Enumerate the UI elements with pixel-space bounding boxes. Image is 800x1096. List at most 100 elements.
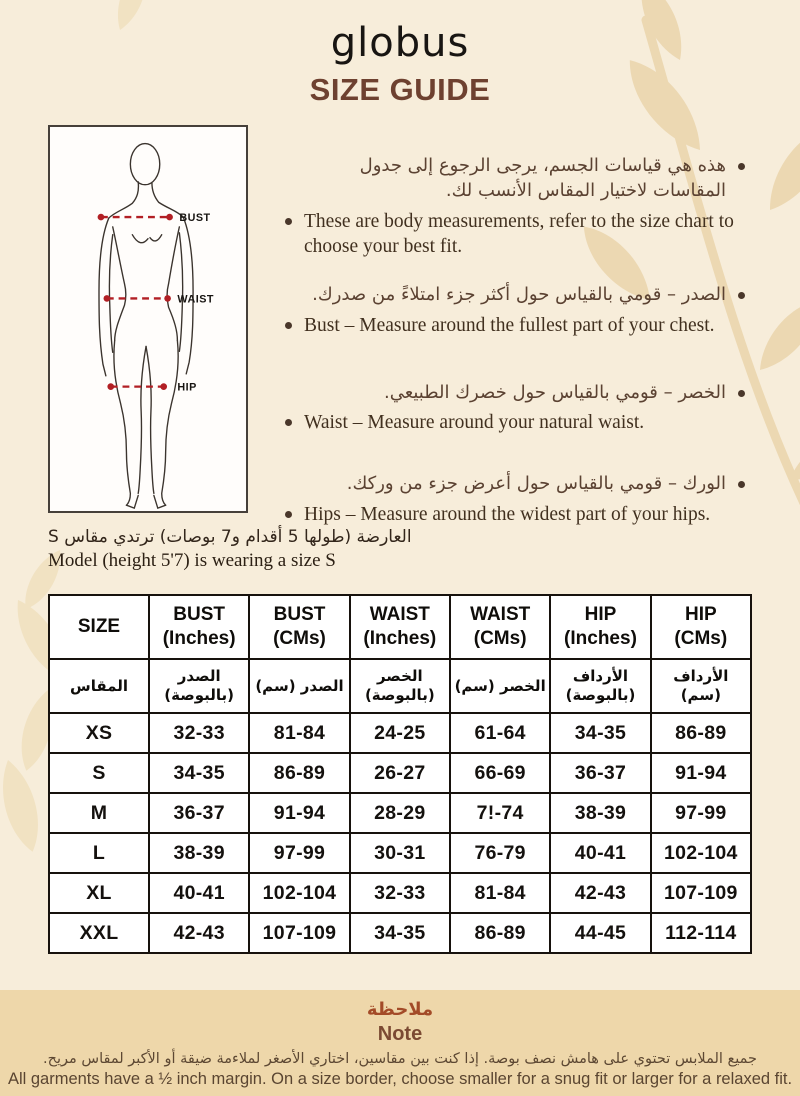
instruction-group: الخصر – قومي بالقياس حول خصرك الطبيعي. Wa…: [285, 381, 745, 436]
column-header-arabic: الخصر (سم): [448, 658, 552, 714]
value-cell: 34-35: [348, 912, 451, 954]
brand-logo: globus: [330, 20, 470, 66]
value-cell: 91-94: [248, 792, 351, 834]
body-measurement-diagram: BUST WAIST HIP: [48, 125, 248, 513]
value-cell: 81-84: [248, 712, 351, 754]
table-row: XS 32-33 81-84 24-25 61-64 34-35 86-89: [48, 712, 753, 754]
note-body-english: All garments have a ½ inch margin. On a …: [7, 1070, 793, 1088]
bullet-icon: [738, 163, 745, 170]
value-cell: 81-84: [448, 872, 552, 914]
instruction-text: Bust – Measure around the fullest part o…: [304, 315, 715, 337]
body-outline-icon: [98, 142, 194, 510]
column-header: WAIST (CMs): [448, 594, 552, 660]
instruction-text: الخصر – قومي بالقياس حول خصرك الطبيعي.: [383, 381, 726, 403]
column-header: BUST (Inches): [147, 594, 251, 660]
bullet-icon: [738, 292, 745, 300]
note-title-english: Note: [377, 1023, 423, 1045]
value-cell: 102-104: [649, 832, 753, 874]
instruction-ar: هذه هي قياسات الجسم، يرجى الرجوع إلى جدو…: [285, 154, 745, 204]
table-row: XL 40-41 102-104 32-33 81-84 42-43 107-109: [48, 872, 753, 914]
note-title-arabic: ملاحظة: [366, 999, 434, 1020]
column-header-arabic: المقاس: [48, 658, 150, 714]
size-cell: XL: [48, 872, 150, 914]
instruction-text: Waist – Measure around your natural wais…: [304, 412, 645, 434]
value-cell: 40-41: [549, 832, 652, 874]
bullet-icon: [285, 419, 292, 427]
bullet-icon: [738, 480, 745, 488]
column-header: HIP (CMs): [649, 594, 753, 660]
value-cell: 97-99: [248, 832, 351, 874]
instruction-ar: الورك – قومي بالقياس حول أعرض جزء من ورك…: [285, 472, 745, 497]
column-header: WAIST (Inches): [348, 594, 451, 660]
size-cell: M: [48, 792, 150, 834]
value-cell: 34-35: [549, 712, 652, 754]
page-title: SIZE GUIDE: [309, 72, 491, 107]
value-cell: 97-99: [649, 792, 753, 834]
value-cell: 26-27: [348, 752, 451, 794]
instruction-en: These are body measurements, refer to th…: [285, 209, 745, 260]
size-cell: XXL: [48, 912, 150, 954]
measurement-instructions: هذه هي قياسات الجسم، يرجى الرجوع إلى جدو…: [285, 154, 745, 551]
instruction-text: Hips – Measure around the widest part of…: [304, 503, 711, 525]
instruction-text: الصدر – قومي بالقياس حول أكثر جزء امتلاء…: [312, 284, 726, 306]
instruction-en: Bust – Measure around the fullest part o…: [285, 313, 745, 338]
column-header-arabic: الصدر (سم): [248, 658, 351, 714]
table-row: XXL 42-43 107-109 34-35 86-89 44-45 112-114: [48, 912, 753, 954]
value-cell: 36-37: [147, 792, 251, 834]
table-row: S 34-35 86-89 26-27 66-69 36-37 91-94: [48, 752, 753, 794]
value-cell: 40-41: [147, 872, 251, 914]
column-header-arabic: الصدر (بالبوصة): [147, 658, 251, 714]
measure-lines-icon: [100, 215, 170, 388]
value-cell: 42-43: [549, 872, 652, 914]
value-cell: 61-64: [448, 712, 552, 754]
table-row: L 38-39 97-99 30-31 76-79 40-41 102-104: [48, 832, 753, 874]
instruction-group: الصدر – قومي بالقياس حول أكثر جزء امتلاء…: [285, 283, 745, 338]
note-body-arabic: جميع الملابس تحتوي على هامش نصف بوصة. إذ…: [43, 1051, 757, 1067]
value-cell: 42-43: [147, 912, 251, 954]
value-cell: 7!-74: [448, 792, 552, 834]
value-cell: 38-39: [549, 792, 652, 834]
value-cell: 36-37: [549, 752, 652, 794]
value-cell: 107-109: [248, 912, 351, 954]
value-cell: 102-104: [248, 872, 351, 914]
value-cell: 38-39: [147, 832, 251, 874]
table-row: M 36-37 91-94 28-29 7!-74 38-39 97-99: [48, 792, 753, 834]
bullet-icon: [738, 389, 745, 397]
model-info-english: Model (height 5'7) is wearing a size S: [48, 550, 336, 571]
value-cell: 66-69: [448, 752, 552, 794]
bullet-icon: [285, 217, 292, 225]
model-info: العارضة (طولها 5 أقدام و7 بوصات) ترتدي م…: [48, 527, 468, 572]
instruction-ar: الخصر – قومي بالقياس حول خصرك الطبيعي.: [285, 381, 745, 406]
instruction-text: الورك – قومي بالقياس حول أعرض جزء من ورك…: [346, 472, 726, 494]
value-cell: 86-89: [248, 752, 351, 794]
table-header-row-arabic: المقاس الصدر (بالبوصة) الصدر (سم) الخصر (با…: [48, 658, 753, 714]
value-cell: 44-45: [549, 912, 652, 954]
value-cell: 112-114: [649, 912, 753, 954]
value-cell: 76-79: [448, 832, 552, 874]
instruction-ar: الصدر – قومي بالقياس حول أكثر جزء امتلاء…: [285, 283, 745, 308]
size-cell: L: [48, 832, 150, 874]
value-cell: 86-89: [649, 712, 753, 754]
value-cell: 28-29: [348, 792, 451, 834]
instruction-text: These are body measurements, refer to th…: [304, 210, 734, 257]
instruction-group: الورك – قومي بالقياس حول أعرض جزء من ورك…: [285, 472, 745, 527]
value-cell: 30-31: [348, 832, 451, 874]
bullet-icon: [285, 322, 292, 330]
column-header: BUST (CMs): [248, 594, 351, 660]
hip-label: HIP: [177, 382, 196, 394]
value-cell: 91-94: [649, 752, 753, 794]
value-cell: 86-89: [448, 912, 552, 954]
value-cell: 107-109: [649, 872, 753, 914]
instruction-en: Hips – Measure around the widest part of…: [285, 502, 745, 527]
instruction-en: Waist – Measure around your natural wais…: [285, 410, 745, 435]
value-cell: 24-25: [348, 712, 451, 754]
column-header: SIZE: [48, 594, 150, 660]
instruction-text: هذه هي قياسات الجسم، يرجى الرجوع إلى جدو…: [359, 155, 726, 201]
note-section: ملاحظة Note جميع الملابس تحتوي على هامش …: [0, 990, 800, 1096]
model-info-arabic: العارضة (طولها 5 أقدام و7 بوصات) ترتدي م…: [48, 527, 412, 547]
column-header-arabic: الخصر (بالبوصة): [348, 658, 451, 714]
table-header-row-english: SIZE BUST (Inches) BUST (CMs) WAIST (Inches) WA…: [48, 594, 753, 660]
size-cell: S: [48, 752, 150, 794]
value-cell: 32-33: [147, 712, 251, 754]
